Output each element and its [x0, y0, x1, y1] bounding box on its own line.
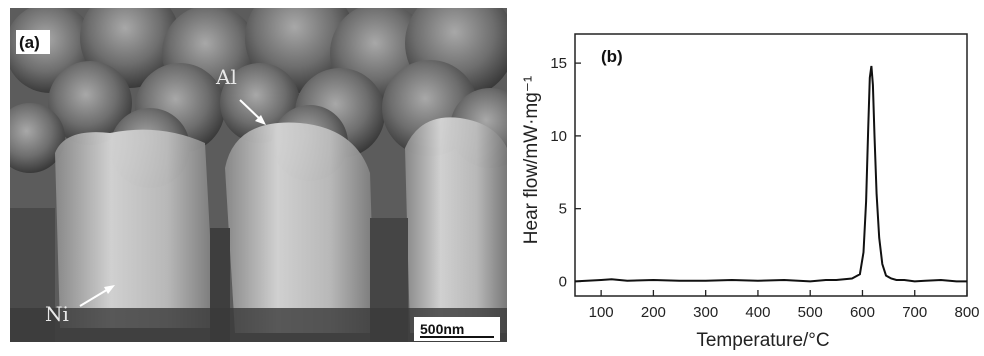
sem-image-panel: (a) Al Ni 500nm — [10, 8, 507, 342]
x-tick-label: 700 — [902, 304, 927, 321]
dsc-chart: 0 5 10 15 100 200 300 400 500 600 700 800 (b) Temp… — [521, 33, 980, 351]
y-tick-label: 15 — [550, 55, 567, 72]
x-tick-label: 800 — [954, 304, 979, 321]
panel-a-label-box — [16, 30, 50, 54]
x-tick-label: 500 — [798, 304, 823, 321]
y-ticks: 0 5 10 15 — [550, 55, 581, 290]
dsc-chart-panel: 0 5 10 15 100 200 300 400 500 600 700 800 (b) Temp… — [515, 0, 984, 351]
y-tick-label: 5 — [559, 201, 567, 218]
chart-axes — [574, 33, 968, 297]
x-ticks: 100 200 300 400 500 600 700 800 — [589, 290, 980, 321]
ni-arrowhead — [104, 285, 115, 294]
ni-arrow — [79, 287, 111, 307]
x-tick-label: 600 — [850, 304, 875, 321]
x-tick-label: 200 — [641, 304, 666, 321]
ni-pillars — [10, 117, 507, 342]
y-tick-label: 0 — [559, 273, 567, 290]
x-axis-title: Temperature/°C — [696, 330, 829, 351]
y-axis-title: Hear flow/mW·mg⁻¹ — [521, 76, 542, 244]
x-tick-label: 400 — [745, 304, 770, 321]
panel-a-label: (a) — [19, 33, 40, 52]
x-tick-label: 300 — [693, 304, 718, 321]
al-annotation: Al — [215, 65, 237, 89]
x-tick-label: 100 — [589, 304, 614, 321]
al-arrow — [239, 99, 263, 122]
panel-b-label: (b) — [601, 47, 623, 66]
y-tick-label: 10 — [550, 128, 567, 145]
plot-frame — [574, 33, 968, 297]
heat-flow-line — [574, 65, 967, 283]
sem-micrograph: (a) Al Ni 500nm — [10, 8, 507, 342]
al-arrowhead — [255, 115, 266, 125]
ni-annotation: Ni — [45, 302, 69, 326]
scale-bar-label: 500nm — [420, 321, 464, 337]
